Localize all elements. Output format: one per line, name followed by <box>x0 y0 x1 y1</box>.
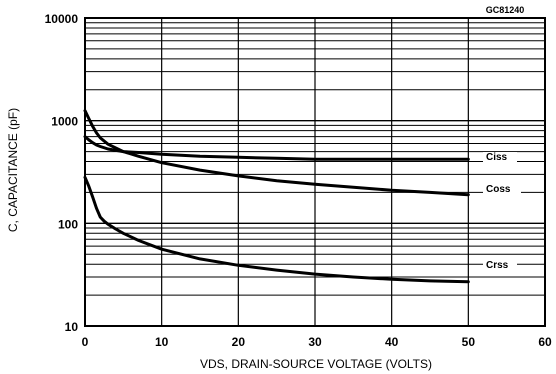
figure-id: GC81240 <box>486 5 525 15</box>
axes <box>84 17 546 327</box>
series-line-crss <box>83 175 470 284</box>
grid <box>85 18 545 326</box>
x-tick-label: 20 <box>232 335 246 349</box>
x-tick-label: 50 <box>462 335 476 349</box>
x-axis-title: VDS, DRAIN-SOURCE VOLTAGE (VOLTS) <box>200 357 432 371</box>
x-tick-label: 40 <box>385 335 399 349</box>
series-line-coss <box>83 109 470 197</box>
y-tick-label: 10000 <box>45 12 79 26</box>
y-tick-label: 100 <box>58 217 78 231</box>
y-tick-label: 10 <box>65 320 79 334</box>
series-label-bg-coss <box>483 184 521 195</box>
y-axis-title: C, CAPACITANCE (pF) <box>6 108 20 232</box>
x-tick-label: 30 <box>308 335 322 349</box>
y-tick-label: 1000 <box>51 115 78 129</box>
series-label-bg-crss <box>483 260 517 271</box>
x-tick-label: 0 <box>82 335 89 349</box>
series-label-ciss: Ciss <box>486 152 508 163</box>
plot-frame <box>84 17 546 327</box>
series-label-coss: Coss <box>486 184 511 195</box>
series-line-ciss <box>83 135 470 161</box>
figure-id-bg <box>478 4 532 16</box>
series-label-crss: Crss <box>486 260 509 271</box>
x-tick-label: 60 <box>538 335 552 349</box>
series-lines: Ciss Coss Crss <box>83 109 521 284</box>
x-tick-label: 10 <box>155 335 169 349</box>
series-label-bg-ciss <box>483 152 517 163</box>
